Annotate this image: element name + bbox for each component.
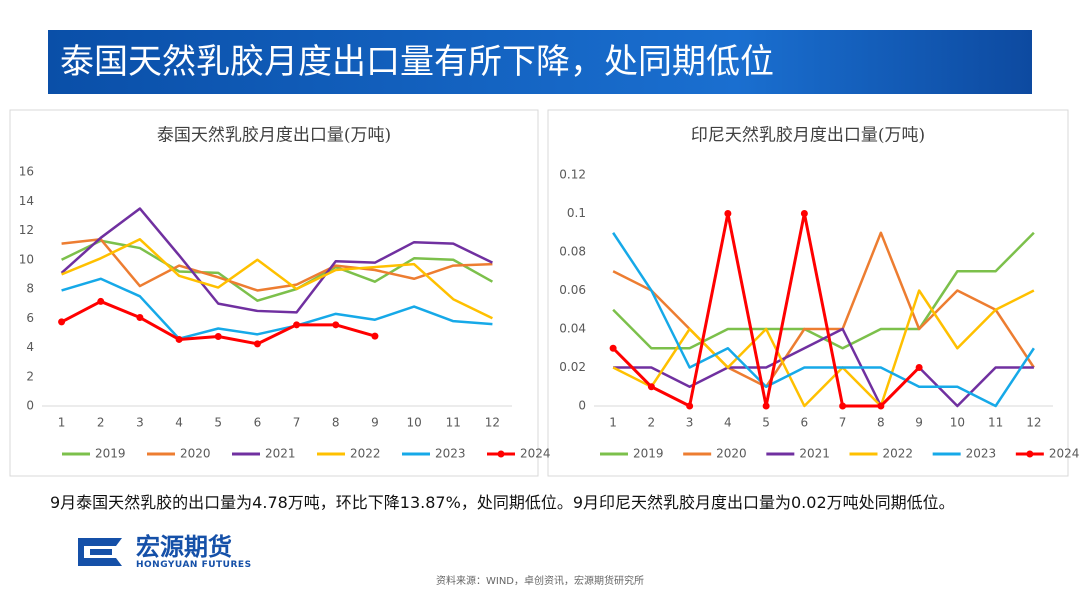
header: 泰国天然乳胶月度出口量有所下降，处同期低位 [48,30,1032,94]
y-tick-label: 4 [26,340,34,354]
x-tick-label: 2 [97,416,105,430]
series-line [612,232,1035,408]
legend-label: 2024 [1049,447,1080,461]
y-tick-label: 0.06 [559,283,586,297]
y-tick-label: 0.02 [559,360,586,374]
y-tick-label: 12 [19,223,34,237]
x-tick-label: 12 [485,416,500,430]
y-tick-label: 6 [26,311,34,325]
legend-label: 2021 [265,447,296,461]
legend-label: 2019 [95,447,126,461]
x-tick-label: 8 [332,416,340,430]
legend-label: 2022 [350,447,381,461]
y-tick-label: 10 [19,252,34,266]
x-tick-label: 9 [371,416,379,430]
legend-label: 2022 [883,447,914,461]
point [97,297,105,305]
legend-label: 2024 [520,447,551,461]
x-tick-label: 6 [801,416,809,430]
x-tick-label: 12 [1026,416,1041,430]
point [915,364,923,371]
x-tick-label: 7 [839,416,847,430]
x-tick-label: 8 [877,416,885,430]
series-line [61,238,493,292]
paragraph: 9月泰国天然乳胶的出口量为4.78万吨，环比下降13.87%，处同期低位。9月印… [50,493,955,512]
logo-subtitle: HONGYUAN FUTURES [136,560,252,570]
point [214,333,222,341]
point [686,402,694,410]
series-line [61,277,493,340]
point [253,340,261,348]
series-line [612,231,1035,388]
x-tick-label: 11 [446,416,461,430]
legend-marker [497,450,505,458]
y-tick-label: 0.04 [559,322,586,336]
point [839,402,847,410]
point [293,321,301,329]
legend-label: 2023 [966,447,997,461]
series-line [612,289,1035,408]
logo: 宏源期货 HONGYUAN FUTURES [70,532,252,572]
x-tick-label: 3 [136,416,144,430]
legend-marker [1026,450,1034,458]
x-tick-label: 11 [988,416,1003,430]
legend-label: 2020 [180,447,211,461]
legend-label: 2019 [633,447,664,461]
x-tick-label: 4 [724,416,732,430]
y-tick-label: 16 [19,165,34,179]
x-tick-label: 4 [175,416,183,430]
x-tick-label: 5 [214,416,222,430]
y-tick-label: 2 [26,369,34,383]
y-tick-label: 0.12 [559,168,586,182]
y-tick-label: 0.1 [567,206,586,220]
chart-frame [9,109,539,477]
x-tick-label: 1 [609,416,617,430]
point [136,314,144,322]
chart-title: 泰国天然乳胶月度出口量(万吨) [157,126,391,146]
point [762,402,770,410]
chart-frame [547,109,1069,477]
y-tick-label: 0.08 [559,245,586,259]
series-line [61,238,493,320]
x-tick-label: 9 [915,416,923,430]
logo-icon [78,538,122,566]
legend-label: 2020 [716,447,747,461]
x-tick-label: 7 [293,416,301,430]
series-line [60,207,493,314]
point [332,321,340,329]
point [877,402,885,410]
x-tick-label: 2 [648,416,656,430]
x-tick-label: 6 [254,416,262,430]
y-tick-label: 8 [26,282,34,296]
point [58,318,66,326]
legend-label: 2021 [799,447,830,461]
series-line [61,239,494,302]
source: 资料来源：WIND，卓创资讯，宏源期货研究所 [435,576,645,587]
point [800,210,808,217]
y-tick-label: 0 [578,399,586,413]
point [724,210,732,217]
x-tick-label: 10 [950,416,965,430]
logo-name: 宏源期货 [136,533,232,561]
x-tick-label: 3 [686,416,694,430]
x-tick-label: 10 [406,416,421,430]
point [175,335,183,343]
point [609,344,617,352]
x-tick-label: 1 [58,416,66,430]
y-tick-label: 14 [19,194,34,208]
point [647,383,655,391]
x-tick-label: 5 [762,416,770,430]
chart-title: 印尼天然乳胶月度出口量(万吨) [691,126,925,146]
legend-label: 2023 [435,447,466,461]
series-line [613,327,1034,408]
header-title: 泰国天然乳胶月度出口量有所下降，处同期低位 [60,42,774,82]
y-tick-label: 0 [26,399,34,413]
point [371,332,379,340]
